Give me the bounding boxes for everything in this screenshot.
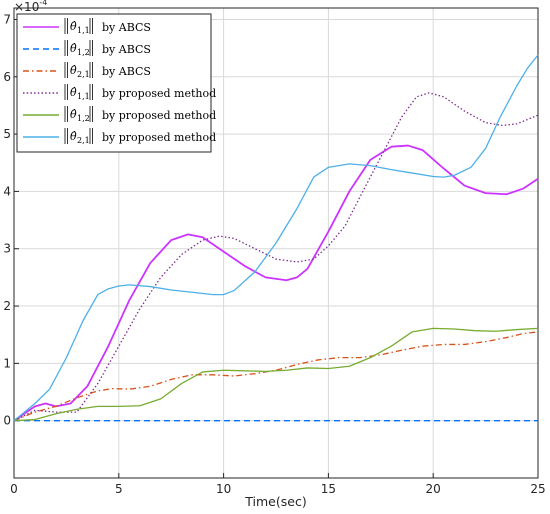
- legend-label-1: by ABCS: [102, 21, 151, 34]
- y-tick-label-0: 0: [3, 414, 11, 428]
- y-tick-label-3: 3: [3, 242, 11, 256]
- series-line-6: [13, 54, 539, 422]
- y-tick-label-5: 5: [3, 127, 11, 141]
- legend-box: [16, 13, 212, 153]
- x-tick-label-5: 25: [530, 482, 545, 496]
- legend-label-3: by ABCS: [102, 65, 151, 78]
- series-layer: [13, 54, 539, 422]
- series-line-1: [13, 144, 539, 422]
- y-tick-label-6: 6: [3, 70, 11, 84]
- legend-symbol-5: θ̂: [70, 108, 77, 121]
- legend-symbol-2: θ̂: [70, 42, 77, 55]
- x-tick-label-4: 20: [426, 482, 441, 496]
- legend-subscript-2: 1,2: [77, 48, 90, 57]
- y-tick-label-1: 1: [3, 356, 11, 370]
- x-tick-label-2: 10: [216, 482, 231, 496]
- x-axis: 0 5 10 15 20 25: [10, 473, 546, 496]
- series-line-5: [13, 327, 539, 422]
- legend-symbol-3: θ̂: [70, 64, 77, 77]
- x-axis-title: Time(sec): [244, 494, 306, 509]
- y-tick-label-2: 2: [3, 299, 11, 313]
- legend-symbol-4: θ̂: [70, 86, 77, 99]
- x-tick-label-3: 15: [321, 482, 336, 496]
- y-axis-exponent-label: ×10-4: [14, 0, 47, 14]
- legend-label-5: by proposed method: [102, 109, 216, 122]
- legend-subscript-1: 1,1: [77, 26, 90, 35]
- legend-label-2: by ABCS: [102, 43, 151, 56]
- legend-subscript-3: 2,1: [77, 70, 90, 79]
- legend-subscript-4: 1,1: [77, 92, 90, 101]
- x-tick-label-0: 0: [10, 482, 18, 496]
- y-tick-label-4: 4: [3, 184, 11, 198]
- legend-subscript-5: 1,2: [77, 114, 90, 123]
- plot-area-frame: [13, 7, 539, 479]
- x-tick-label-1: 5: [115, 482, 123, 496]
- legend-label-6: by proposed method: [102, 131, 216, 144]
- legend-subscript-6: 2,1: [77, 136, 90, 145]
- legend-symbol-6: θ̂: [70, 130, 77, 143]
- legend-symbol-1: θ̂: [70, 20, 77, 33]
- y-tick-label-7: 7: [3, 12, 11, 26]
- legend-label-4: by proposed method: [102, 87, 216, 100]
